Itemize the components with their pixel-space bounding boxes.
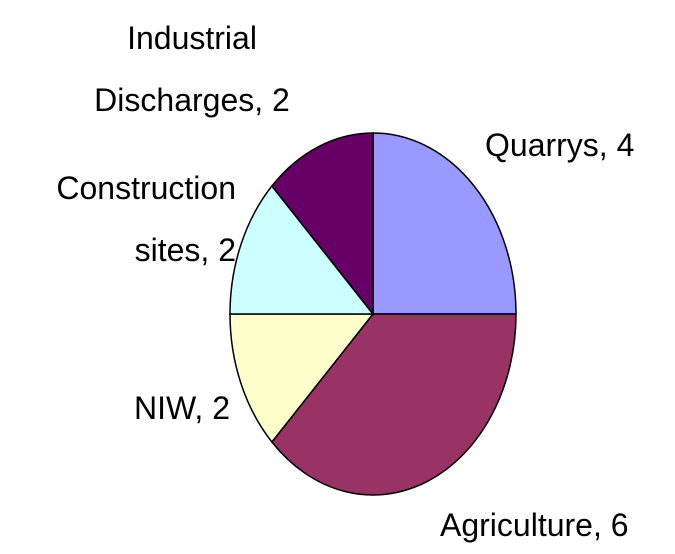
data-label: Quarrys, 4 (485, 127, 634, 163)
pie-slice (270, 132, 374, 317)
pie-slice (372, 132, 517, 315)
data-label: Agriculture, 6 (440, 507, 629, 543)
data-label: NIW, 2 (134, 390, 230, 426)
label-line: Construction (56, 170, 236, 206)
pie-slice (270, 313, 517, 496)
pie-slice (229, 313, 375, 444)
label-line: Discharges, 2 (94, 82, 290, 118)
data-label: Industrial Discharges, 2 (94, 20, 290, 118)
pie-slice (229, 184, 375, 315)
label-line: Industrial (127, 20, 257, 56)
label-line: sites, 2 (135, 232, 236, 268)
data-label: Construction sites, 2 (56, 170, 236, 268)
